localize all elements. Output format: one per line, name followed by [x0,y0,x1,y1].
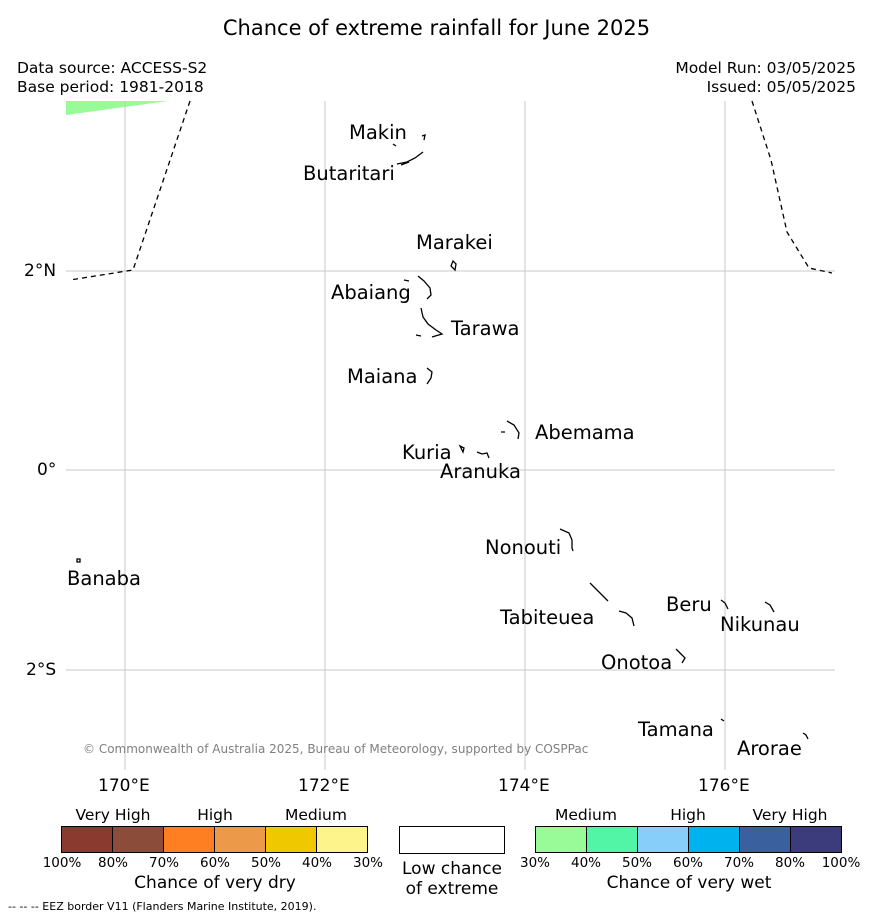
neutral-label-line2: of extreme [405,879,499,899]
island-shape-nonouti [559,528,574,552]
lon-tick-label: 176°E [698,776,750,796]
dry-category-high: High [197,806,233,824]
island-label-kuria: Kuria [402,441,452,464]
island-label-makin: Makin [349,121,407,144]
lat-tick-label: 0° [37,460,57,480]
island-shape-butaritari [396,151,424,166]
dry-swatch-3 [163,826,215,853]
lat-tick-label: 2°S [26,660,57,680]
lon-tick-label: 172°E [298,776,350,796]
dry-swatch-1 [61,826,113,853]
lon-tick-label: 170°E [98,776,150,796]
neutral-label-line1: Low chance [402,859,502,879]
island-shape-kuria [458,444,490,459]
island-label-marakei: Marakei [416,231,493,254]
eez-border-east [751,100,833,274]
header-left: Data source: ACCESS-S2 Base period: 1981… [17,59,207,97]
island-label-butaritari: Butaritari [303,162,395,185]
data-source: Data source: ACCESS-S2 [17,59,208,77]
dry-tick-label: 100% [42,855,82,871]
wet-tick-label: 100% [821,855,861,871]
island-shape-abemama [501,420,520,440]
wet-category-medium: Medium [555,806,617,824]
island-shape-nikunau [764,601,775,613]
dry-swatch-5 [265,826,317,853]
dry-category-medium: Medium [285,806,347,824]
island-label-beru: Beru [666,593,712,616]
island-label-tarawa: Tarawa [451,317,520,340]
wet-colorbar-title: Chance of very wet [606,873,772,893]
chart-title: Chance of extreme rainfall for June 2025 [222,16,651,40]
island-outlines [76,134,809,740]
wet-tick-label: 70% [723,855,754,871]
island-label-arorae: Arorae [737,737,802,760]
wet-tick-label: 80% [774,855,805,871]
wet-tick-label: 50% [621,855,652,871]
island-label-nonouti: Nonouti [485,536,562,559]
island-shape-tarawa [415,307,444,338]
wet-swatch-2 [586,826,638,853]
wet-category-high: High [670,806,706,824]
issued-date: Issued: 05/05/2025 [706,78,856,96]
eez-footer-note: -- -- -- EEZ border V11 (Flanders Marine… [8,900,317,913]
dry-colorbar [61,826,368,853]
island-label-maiana: Maiana [347,365,418,388]
dry-category-very-high: Very High [75,806,151,824]
copyright-credit: © Commonwealth of Australia 2025, Bureau… [83,742,589,756]
island-label-onotoa: Onotoa [601,651,673,674]
wet-tick-label: 60% [672,855,703,871]
base-period: Base period: 1981-2018 [17,78,204,96]
dry-tick-label: 30% [352,855,383,871]
wet-tick-label: 30% [519,855,550,871]
dry-swatch-2 [112,826,164,853]
dry-swatch-6 [316,826,368,853]
eez-border-west [69,100,191,281]
dry-swatch-4 [214,826,266,853]
island-shape-marakei [450,259,457,272]
shaded-area-wet-medium [66,101,168,115]
island-label-nikunau: Nikunau [720,613,800,636]
island-shape-abaiang [403,275,432,300]
island-shape-tamana [720,718,725,722]
wet-colorbar [535,826,842,853]
wet-tick-label: 40% [570,855,601,871]
dry-tick-label: 40% [301,855,332,871]
wet-swatch-6 [790,826,842,853]
dry-tick-label: 50% [250,855,281,871]
island-shape-tabiteuea [589,582,635,627]
dry-tick-label: 60% [199,855,230,871]
wet-swatch-5 [739,826,791,853]
neutral-swatch [399,826,505,854]
island-shape-beru [720,599,729,610]
model-run: Model Run: 03/05/2025 [675,59,856,77]
wet-swatch-1 [535,826,587,853]
island-shape-makin [392,134,426,147]
dry-colorbar-title: Chance of very dry [134,873,296,893]
island-shape-banaba [76,558,81,563]
island-shape-onotoa [675,648,686,664]
dry-tick-label: 70% [148,855,179,871]
lon-tick-label: 174°E [498,776,550,796]
island-label-tabiteuea: Tabiteuea [500,606,595,629]
island-label-abemama: Abemama [535,421,635,444]
island-shape-arorae [802,732,809,740]
island-label-tamana: Tamana [638,718,714,741]
island-label-abaiang: Abaiang [331,281,411,304]
header-right: Model Run: 03/05/2025 Issued: 05/05/2025 [675,59,856,97]
wet-category-very-high: Very High [752,806,828,824]
lat-tick-label: 2°N [24,261,57,281]
dry-tick-label: 80% [97,855,128,871]
gridlines [66,101,835,770]
island-label-banaba: Banaba [67,567,141,590]
wet-swatch-4 [688,826,740,853]
eez-border [69,100,833,281]
island-shape-maiana [426,367,433,385]
island-label-aranuka: Aranuka [440,460,521,483]
wet-swatch-3 [637,826,689,853]
